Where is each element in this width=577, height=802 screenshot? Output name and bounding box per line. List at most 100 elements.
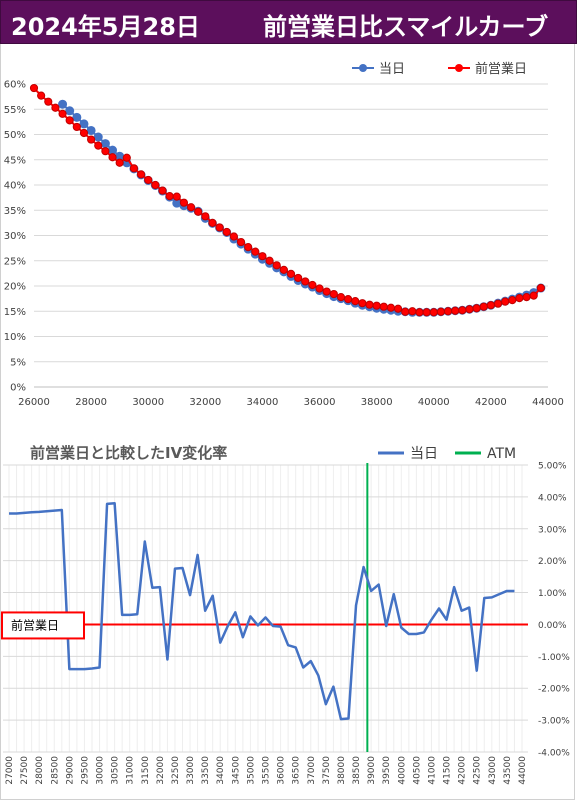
x-tick-label: 39500: [382, 756, 392, 785]
data-point-prev: [344, 295, 353, 304]
x-tick-label: 28000: [35, 756, 45, 785]
y-tick-label: 25%: [4, 256, 26, 267]
data-point-prev: [501, 297, 510, 306]
data-point-prev: [493, 299, 503, 308]
data-point-prev: [79, 128, 89, 138]
data-point-today: [86, 125, 96, 135]
y-tick-label: 2.00%: [538, 557, 567, 567]
x-tick-label: 30500: [111, 756, 121, 785]
data-point-prev: [101, 147, 110, 156]
x-tick-label: 37000: [307, 756, 317, 785]
data-point-today: [58, 99, 68, 109]
y-tick-label: 45%: [4, 155, 26, 166]
y-tick-label: -2.00%: [538, 685, 570, 695]
data-point-prev: [186, 203, 196, 212]
data-point-today: [100, 139, 110, 149]
header-bar: 2024年5月28日 前営業日比スマイルカーブ: [0, 0, 577, 44]
data-point-prev: [301, 277, 310, 286]
data-point-prev: [351, 297, 360, 306]
y-tick-label: 10%: [4, 332, 26, 343]
data-point-prev: [486, 301, 495, 310]
data-point-prev: [294, 273, 303, 283]
data-point-today: [72, 112, 82, 122]
x-tick-label: 31000: [126, 756, 136, 785]
x-tick-label: 29500: [80, 756, 90, 785]
baseline-label: 前営業日: [11, 617, 59, 632]
y-tick-label: -1.00%: [538, 653, 570, 663]
data-point-prev: [472, 304, 481, 313]
data-point-prev: [358, 299, 367, 308]
data-point-prev: [158, 186, 167, 195]
y-tick-label: 55%: [4, 105, 26, 116]
data-point-prev: [179, 198, 189, 207]
data-point-today: [79, 119, 89, 129]
x-tick-label: 28500: [50, 756, 60, 785]
y-tick-label: 60%: [4, 80, 26, 91]
data-point-prev: [365, 300, 374, 309]
x-tick-label: 35000: [246, 756, 256, 785]
data-point-prev: [315, 284, 324, 293]
x-tick-label: 35500: [262, 756, 272, 785]
y-tick-label: 4.00%: [538, 493, 567, 503]
data-point-prev: [443, 307, 453, 316]
x-tick-label: 37500: [322, 756, 332, 785]
x-tick-label: 26000: [18, 397, 50, 408]
data-point-prev: [515, 294, 524, 303]
data-point-prev: [415, 308, 424, 317]
data-point-prev: [44, 97, 53, 106]
data-point-prev: [458, 306, 467, 315]
data-point-prev: [201, 212, 210, 221]
data-point-prev: [58, 109, 67, 118]
x-tick-label: 36000: [277, 756, 287, 785]
x-tick-label: 32000: [156, 756, 166, 785]
y-tick-label: -3.00%: [538, 717, 570, 727]
data-point-prev: [379, 302, 388, 311]
legend-label: 前営業日: [475, 61, 527, 77]
data-point-prev: [115, 158, 124, 167]
data-point-prev: [451, 306, 460, 315]
x-tick-label: 44000: [532, 397, 564, 408]
data-point-prev: [244, 243, 253, 252]
data-point-prev: [144, 175, 153, 185]
data-point-prev: [29, 83, 39, 93]
x-tick-label: 34000: [247, 397, 279, 408]
iv-change-chart: -4.00% -3.00% -2.00% -1.00% 0.00% 1.00% 2.00% 3…: [1, 444, 570, 785]
y-tick-label: 1.00%: [538, 589, 567, 599]
data-point-prev: [308, 280, 317, 290]
data-point-prev: [94, 141, 103, 150]
y-tick-label: 3.00%: [538, 525, 567, 535]
data-point-prev: [386, 303, 396, 312]
legend-label-atm: ATM: [487, 446, 516, 462]
x-tick-label: 41000: [427, 756, 437, 785]
x-tick-label: 43000: [488, 756, 498, 785]
y-tick-label: 15%: [4, 307, 26, 318]
x-tick-label: 36500: [292, 756, 302, 785]
legend-label: 当日: [379, 62, 405, 77]
data-point-prev: [322, 287, 331, 296]
baseline-label-box: [1, 611, 85, 640]
x-tick-label: 44000: [518, 756, 528, 785]
x-tick-label: 43500: [503, 756, 513, 785]
x-tick-label: 42500: [473, 756, 483, 785]
x-tick-label: 41500: [443, 756, 453, 785]
data-point-today: [93, 132, 103, 142]
data-point-prev: [272, 261, 281, 270]
y-tick-label: 35%: [4, 206, 26, 217]
data-point-prev: [65, 116, 74, 125]
data-point-today: [65, 106, 75, 116]
data-point-prev: [251, 247, 260, 256]
y-tick-label: 0.00%: [538, 621, 567, 631]
x-tick-label: 34500: [231, 756, 241, 785]
data-point-prev: [72, 122, 81, 132]
series-line-today: [9, 502, 515, 721]
x-tick-label: 29000: [65, 756, 75, 785]
data-point-prev: [122, 153, 131, 162]
data-point-prev: [372, 301, 381, 310]
data-point-prev: [222, 227, 231, 237]
y-tick-label: 20%: [4, 282, 26, 293]
x-tick-label: 40000: [418, 397, 450, 408]
data-point-prev: [393, 304, 403, 313]
data-point-prev: [108, 153, 117, 162]
data-point-prev: [208, 218, 217, 227]
data-point-prev: [229, 232, 238, 241]
